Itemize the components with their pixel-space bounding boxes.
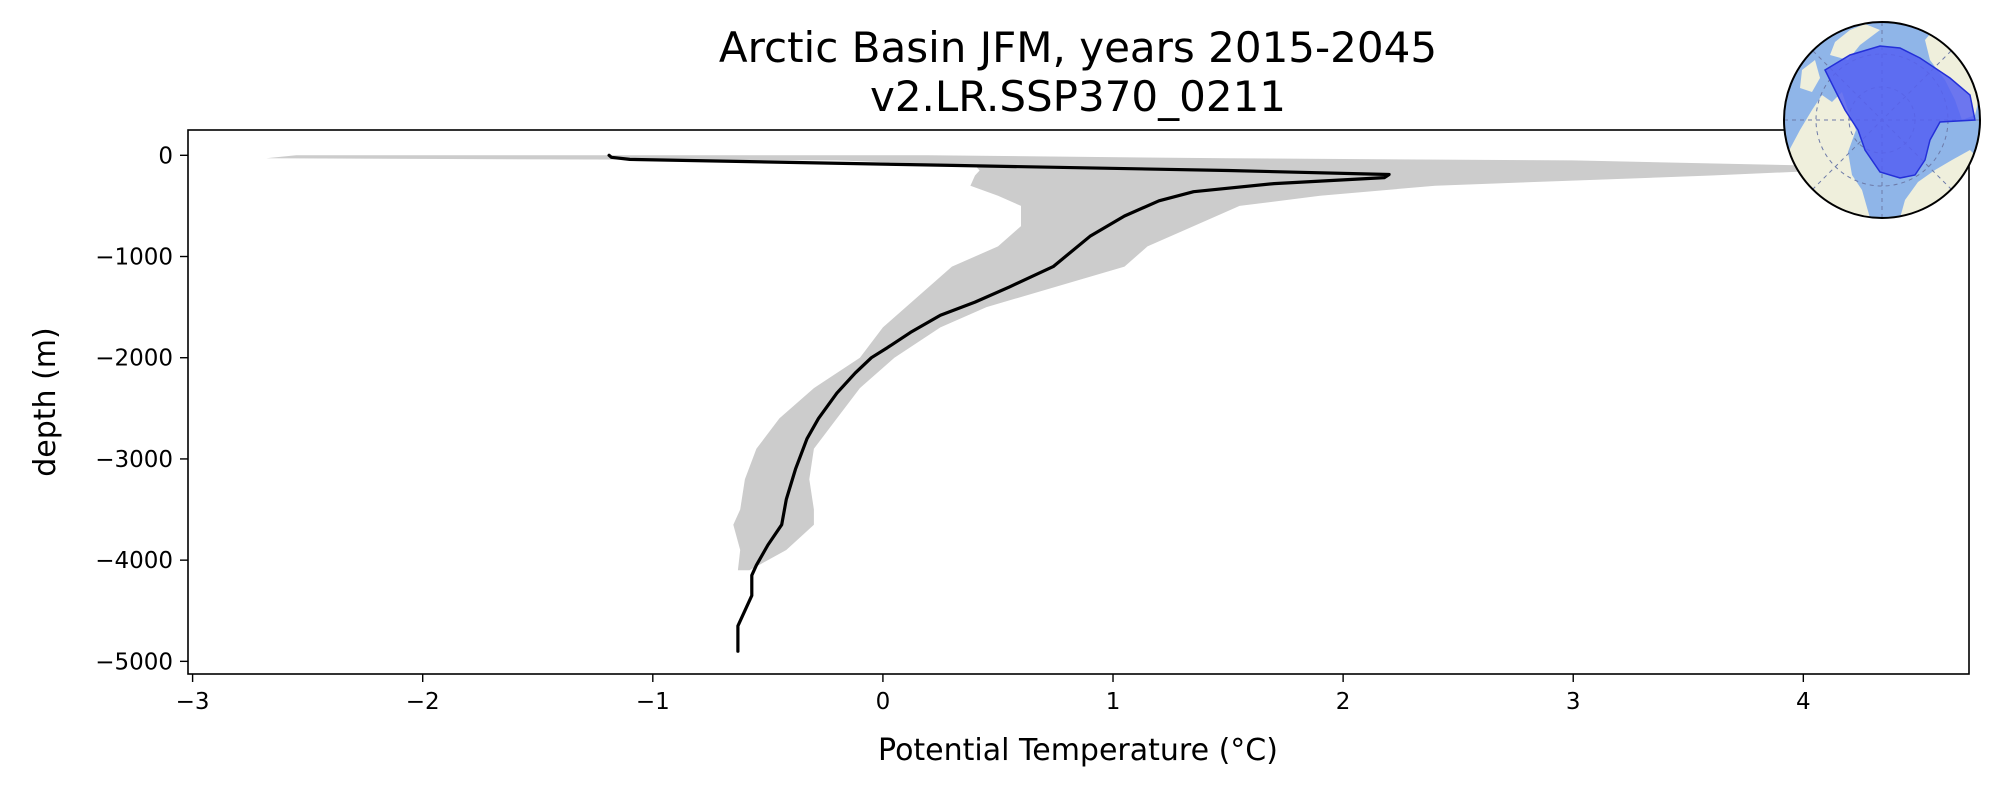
- x-axis: −3 −2 −1 0 1 2 3 4: [176, 674, 1811, 715]
- x-axis-label: Potential Temperature (°C): [878, 733, 1278, 768]
- y-tick-label: 0: [158, 143, 173, 169]
- map-arctic-basin-region: [1824, 45, 1976, 179]
- y-tick-label: −3000: [95, 447, 173, 473]
- y-tick-label: −5000: [95, 649, 173, 675]
- y-tick-label: −2000: [95, 346, 173, 372]
- y-axis-label: depth (m): [28, 327, 63, 477]
- x-tick-label: −3: [176, 689, 210, 715]
- x-tick-label: 4: [1796, 689, 1811, 715]
- x-tick-label: −2: [406, 689, 440, 715]
- x-tick-label: 0: [876, 689, 891, 715]
- chart-subtitle: v2.LR.SSP370_0211: [870, 72, 1286, 121]
- y-tick-label: −4000: [95, 548, 173, 574]
- x-tick-label: 3: [1566, 689, 1581, 715]
- plot-frame: [187, 129, 1970, 675]
- map-border: [1783, 21, 1981, 219]
- x-tick-label: −1: [636, 689, 670, 715]
- inset-map-arctic-basin: [1783, 21, 1981, 219]
- y-axis: 0 −1000 −2000 −3000 −4000 −5000: [95, 143, 188, 675]
- chart-title: Arctic Basin JFM, years 2015-2045: [719, 23, 1437, 72]
- y-tick-label: −1000: [95, 245, 173, 271]
- series-line-0: [607, 153, 1391, 653]
- x-tick-label: 1: [1106, 689, 1121, 715]
- x-tick-label: 2: [1336, 689, 1351, 715]
- map-land-greenland-coast: [1830, 24, 1880, 60]
- range-band: [266, 155, 1827, 571]
- plot-area: [266, 153, 1827, 653]
- map-land-arctic-islands: [1800, 60, 1820, 92]
